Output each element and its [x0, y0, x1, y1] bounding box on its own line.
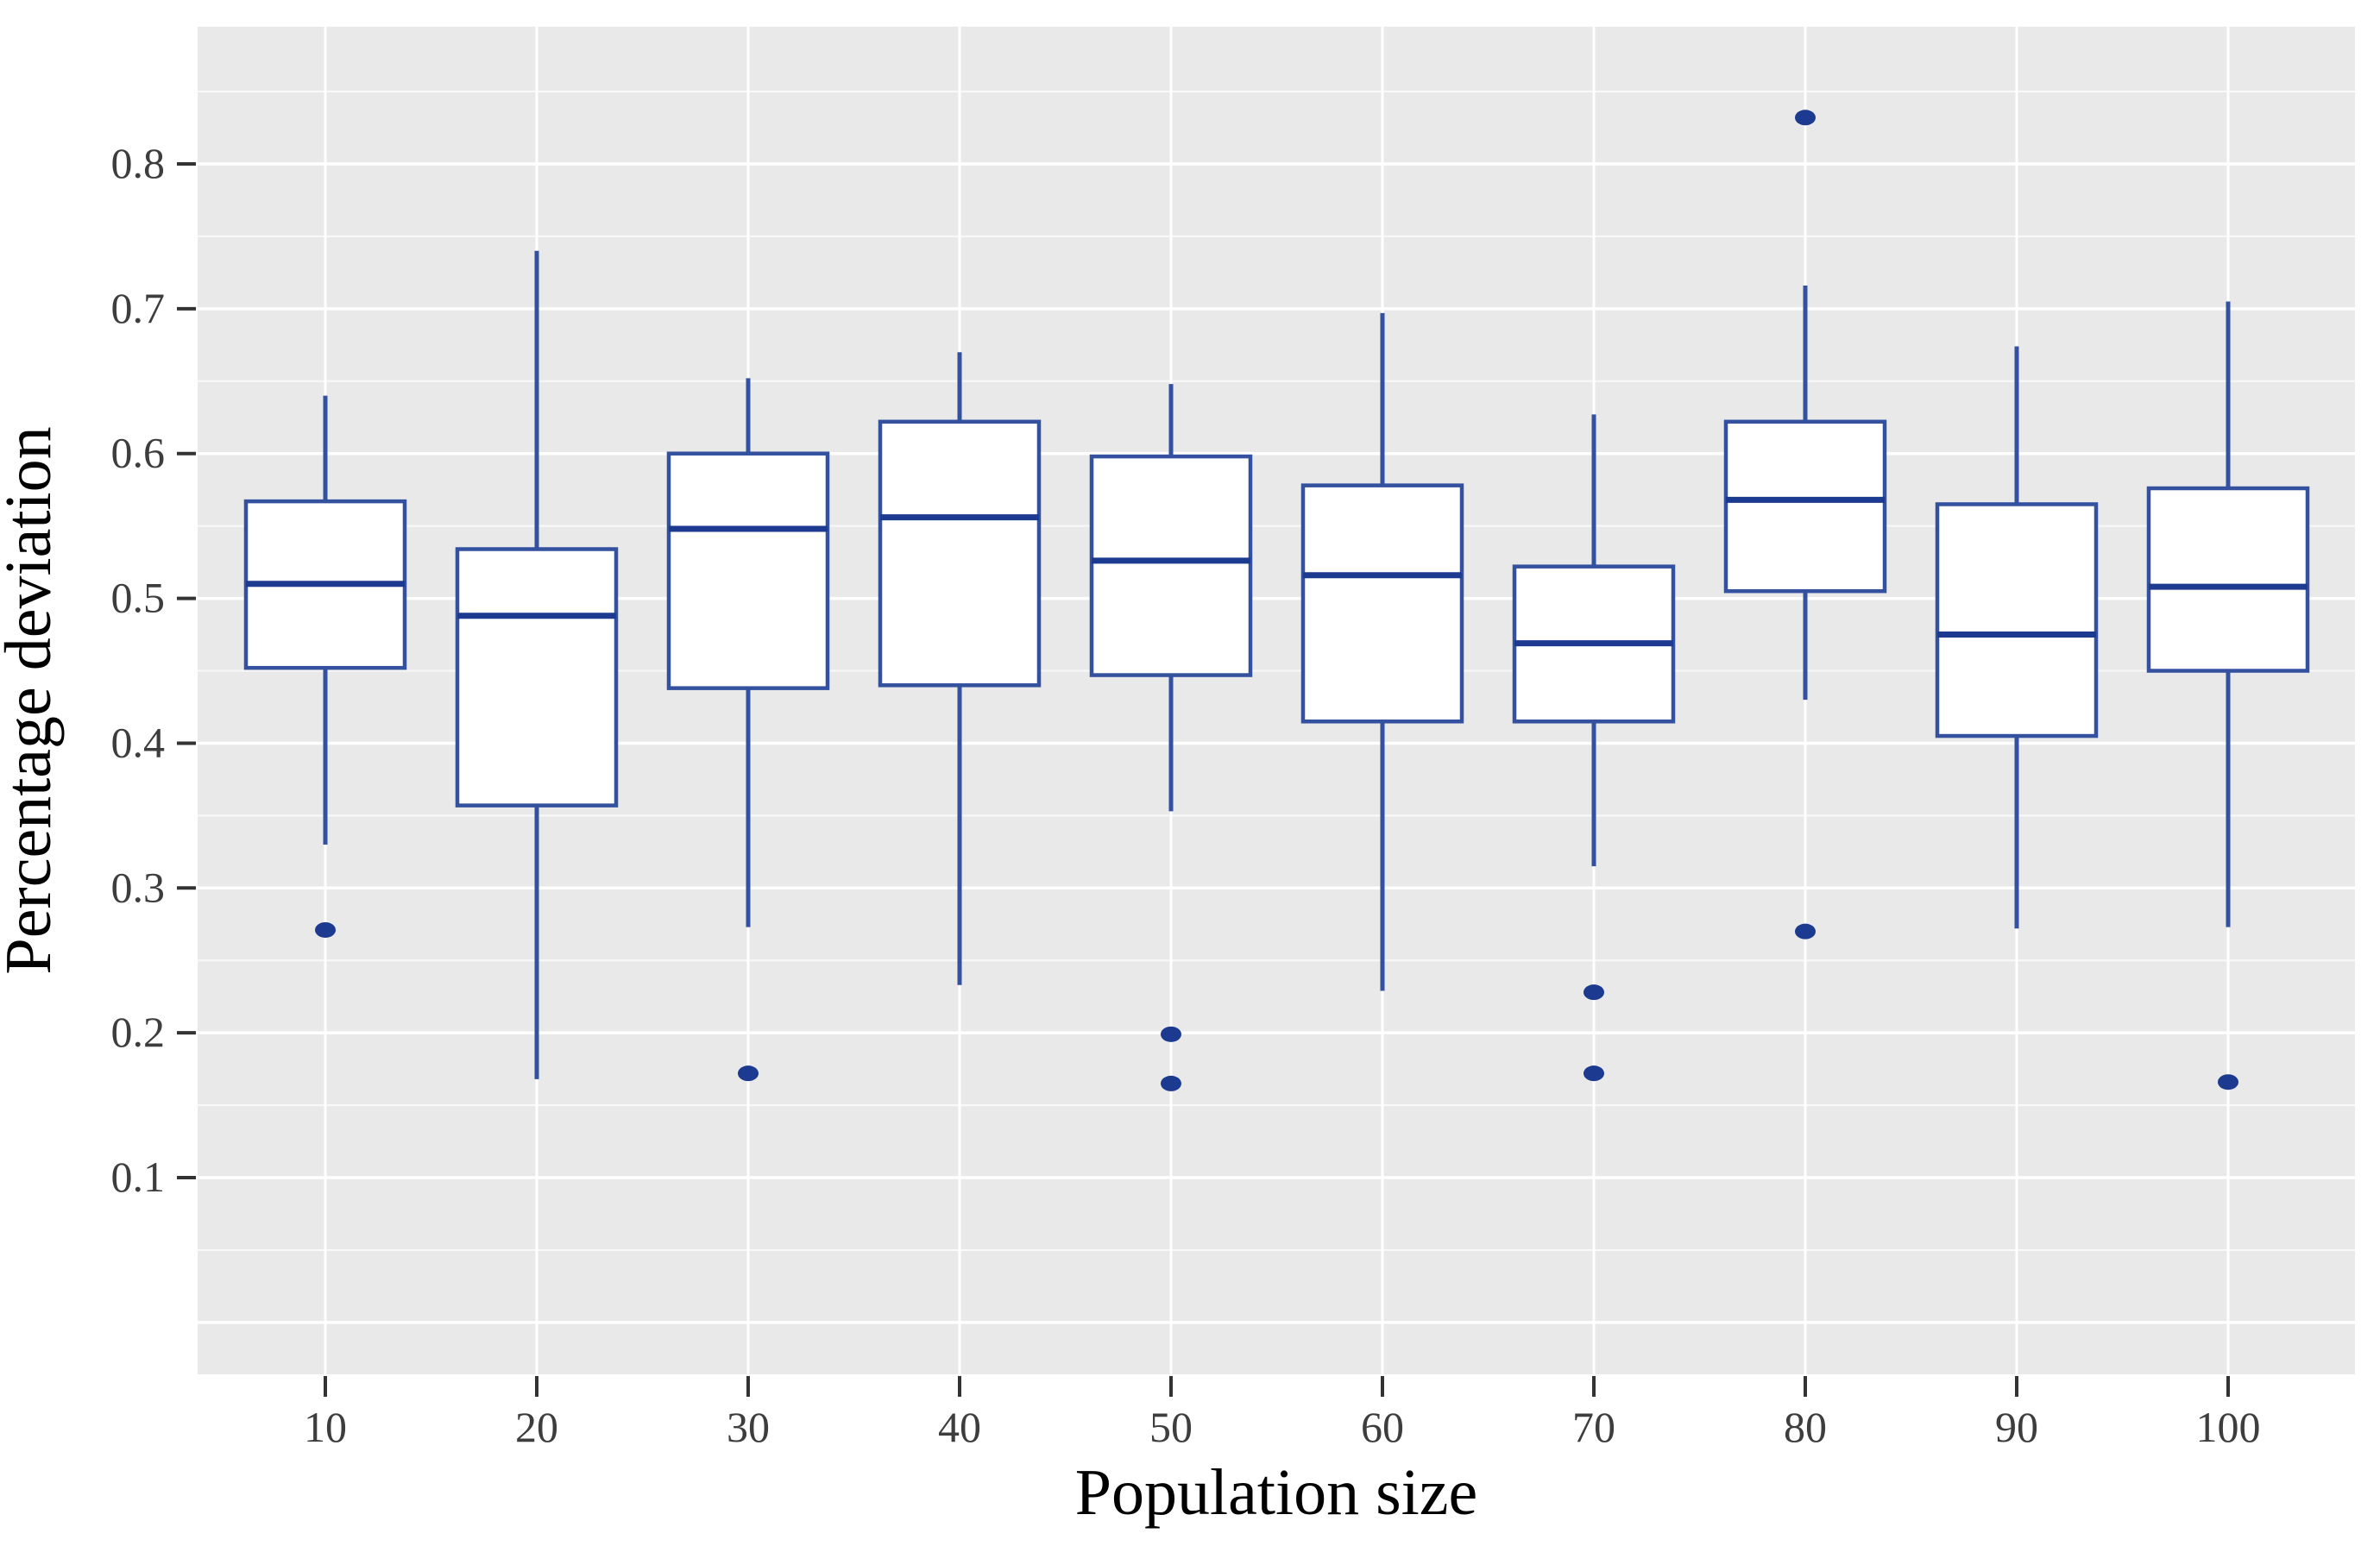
axis-ticks: 0.1 0.2 0.3 0.4 0.5 0.6 0.7 0.8 10 20 30 40 50 60 70 80…	[111, 139, 2261, 1451]
x-tick-label: 20	[515, 1403, 558, 1451]
boxplot-group	[243, 395, 407, 938]
boxplots	[243, 110, 2310, 1091]
x-tick-label: 70	[1572, 1403, 1615, 1451]
x-tick-label: 60	[1361, 1403, 1404, 1451]
outlier-point	[1795, 110, 1816, 126]
y-axis-title: Percentage deviation	[0, 426, 65, 974]
y-tick-label: 0.4	[111, 718, 166, 766]
boxplot-group	[666, 378, 830, 1082]
box-iqr	[2146, 486, 2310, 673]
outlier-point	[738, 1065, 759, 1082]
x-tick-label: 100	[2196, 1403, 2261, 1451]
outlier-point	[315, 921, 336, 938]
x-tick-label: 40	[938, 1403, 981, 1451]
boxplot-group	[1512, 414, 1676, 1082]
y-tick-label: 0.7	[111, 284, 166, 332]
outlier-point	[1161, 1075, 1181, 1091]
boxplot-group	[1089, 384, 1253, 1091]
x-tick-label: 80	[1784, 1403, 1827, 1451]
boxplot-group	[878, 352, 1042, 985]
box-iqr	[1723, 419, 1887, 594]
box-iqr	[1089, 454, 1253, 677]
x-tick-label: 90	[1995, 1403, 2038, 1451]
y-tick-label: 0.8	[111, 139, 166, 187]
boxplot-group	[1935, 346, 2099, 929]
boxplot-group	[1723, 110, 1887, 940]
box-iqr	[1935, 502, 2099, 738]
box-iqr	[1300, 483, 1464, 724]
outlier-point	[1161, 1026, 1181, 1042]
box-iqr	[455, 547, 619, 808]
outlier-point	[1584, 984, 1604, 1001]
y-tick-label: 0.5	[111, 574, 166, 622]
y-tick-label: 0.1	[111, 1153, 166, 1201]
boxplot-group	[455, 250, 619, 1079]
boxplot-group	[2146, 301, 2310, 1090]
outlier-point	[2218, 1074, 2238, 1090]
x-tick-label: 50	[1149, 1403, 1193, 1451]
y-tick-label: 0.3	[111, 863, 166, 911]
x-tick-label: 30	[727, 1403, 770, 1451]
x-tick-label: 10	[304, 1403, 347, 1451]
y-tick-label: 0.2	[111, 1008, 166, 1056]
x-axis-title: Population size	[1075, 1456, 1478, 1529]
box-iqr	[666, 451, 830, 690]
outlier-point	[1795, 923, 1816, 940]
boxplot-group	[1300, 312, 1464, 991]
y-tick-label: 0.6	[111, 429, 166, 477]
box-iqr	[878, 419, 1042, 688]
outlier-point	[1584, 1065, 1604, 1082]
